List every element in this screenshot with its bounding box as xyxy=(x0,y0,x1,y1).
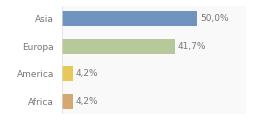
Text: 4,2%: 4,2% xyxy=(76,97,98,106)
Text: 50,0%: 50,0% xyxy=(200,14,229,23)
Bar xyxy=(62,11,197,26)
Bar xyxy=(62,94,73,109)
Bar xyxy=(62,66,73,81)
Text: 4,2%: 4,2% xyxy=(76,69,98,78)
Bar xyxy=(62,39,175,54)
Text: 41,7%: 41,7% xyxy=(178,42,206,51)
